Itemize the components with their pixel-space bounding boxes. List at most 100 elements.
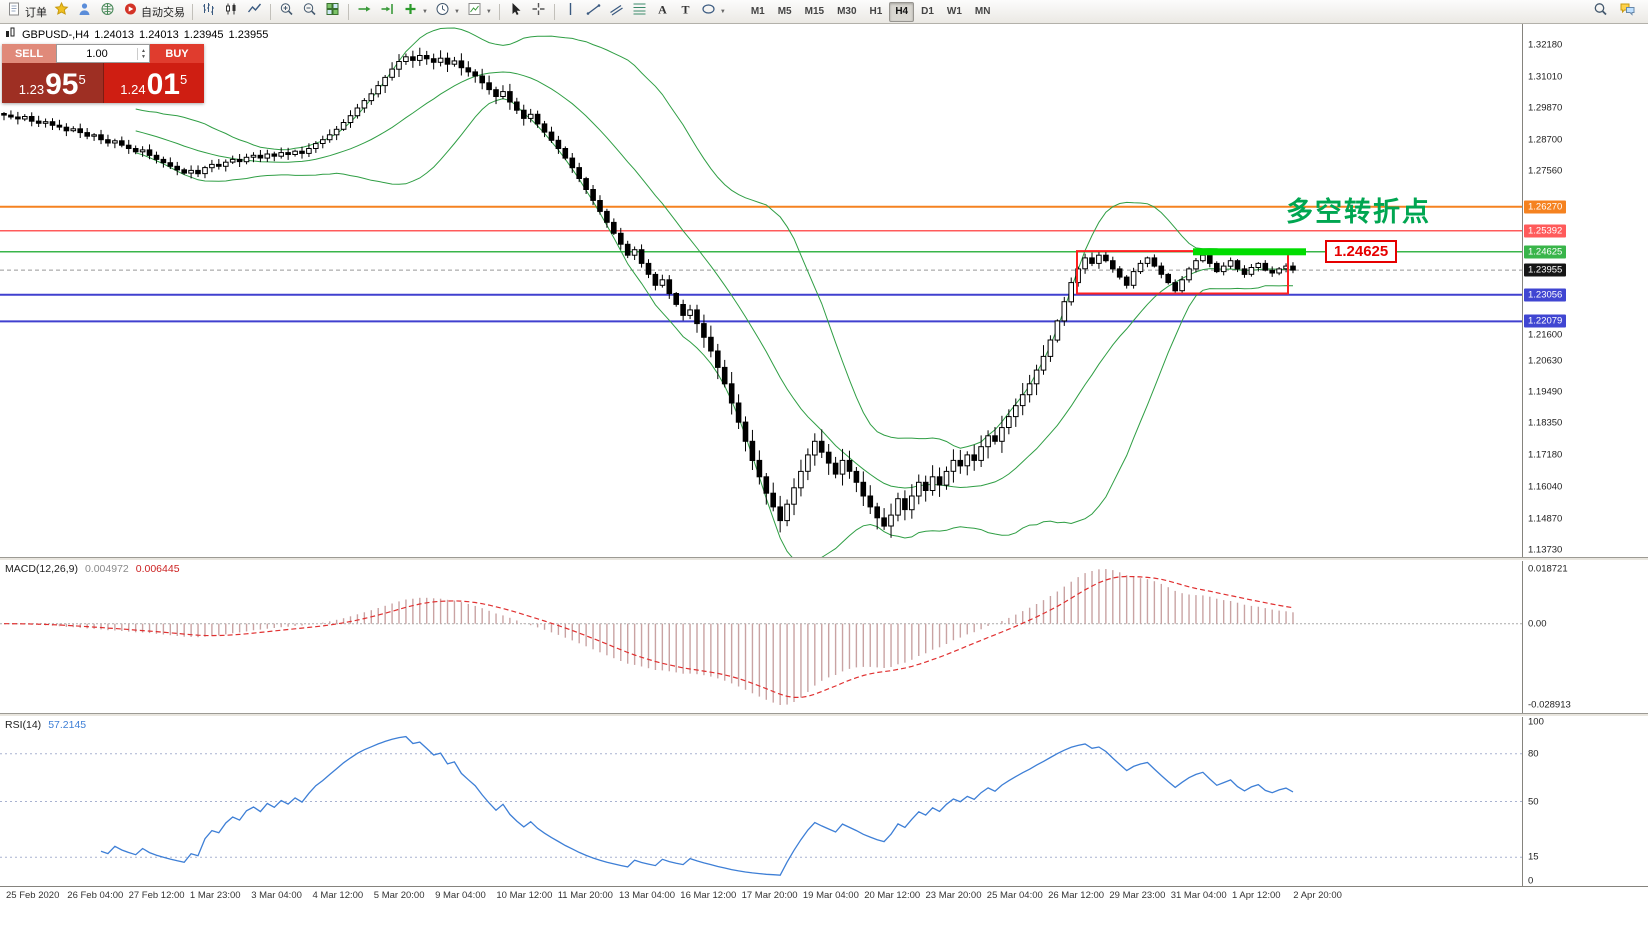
buy-price-sup: 5 xyxy=(179,72,188,87)
quote-low: 1.23945 xyxy=(183,28,224,41)
timeframe-button-m30[interactable]: M30 xyxy=(837,5,857,17)
time-tick: 10 Mar 12:00 xyxy=(496,890,553,901)
auto-scroll-button[interactable] xyxy=(353,2,376,22)
panel-separator[interactable] xyxy=(0,557,1648,561)
new-order-button[interactable]: 订单 xyxy=(3,2,50,22)
buy-button[interactable]: BUY xyxy=(150,44,204,63)
favorites-button[interactable] xyxy=(50,1,73,22)
globe-icon xyxy=(99,1,116,22)
chart-shift-button[interactable] xyxy=(376,2,399,22)
symbol-label: GBPUSD-,H4 xyxy=(22,28,90,41)
symbol-icon xyxy=(5,27,17,42)
sell-button[interactable]: SELL xyxy=(2,44,56,63)
chevron-down-icon: ▼ xyxy=(485,8,492,15)
sell-price[interactable]: 1.23 95 5 xyxy=(2,63,104,103)
channel-button[interactable] xyxy=(605,2,628,22)
volume-input[interactable]: 1.00 xyxy=(86,47,108,60)
autotrade-button[interactable]: 自动交易 xyxy=(119,2,188,22)
price-scale[interactable]: 1.32180 1.31010 1.29870 1.28700 1.27560 1.216… xyxy=(1522,24,1648,887)
vertical-line-button[interactable] xyxy=(559,2,582,22)
toolbar-buttons: 订单 自动交易 ▼ ▼ ▼ A T ▼ xyxy=(3,1,729,22)
macd-name: MACD(12,26,9) xyxy=(5,563,78,575)
profile-button[interactable] xyxy=(73,2,96,22)
volume-up-icon[interactable]: ▲ xyxy=(141,47,146,54)
zoomout-icon xyxy=(301,1,318,22)
price-tag: 1.23056 xyxy=(1524,288,1567,302)
quote-line: GBPUSD-,H4 1.24013 1.24013 1.23945 1.239… xyxy=(5,27,268,42)
bar-chart-mode-button[interactable] xyxy=(197,2,220,22)
time-tick: 25 Feb 2020 xyxy=(6,890,60,901)
trendline-button[interactable] xyxy=(582,2,605,22)
zoom-in-button[interactable] xyxy=(275,2,298,22)
axis-tick: 1.31010 xyxy=(1528,71,1563,83)
buy-price[interactable]: 1.24 01 5 xyxy=(103,63,204,103)
time-tick: 23 Mar 20:00 xyxy=(925,890,982,901)
svg-text:T: T xyxy=(681,3,689,17)
toolbar-right-buttons xyxy=(1589,2,1645,22)
price-tag: 1.22079 xyxy=(1524,314,1567,328)
rsi-panel[interactable]: RSI(14) 57.2145 xyxy=(0,717,1522,886)
shapes-button[interactable]: ▼ xyxy=(697,2,729,22)
time-scale[interactable]: 25 Feb 2020 26 Feb 04:00 27 Feb 12:00 1 Mar… xyxy=(0,886,1648,905)
tile-windows-button[interactable] xyxy=(321,2,344,22)
buy-price-big: 01 xyxy=(146,68,180,101)
line-chart-mode-button[interactable] xyxy=(243,2,266,22)
timeframe-button-h1[interactable]: H1 xyxy=(869,5,883,17)
clock-icon xyxy=(434,1,451,22)
label-button[interactable]: T xyxy=(674,2,697,22)
zoom-out-button[interactable] xyxy=(298,2,321,22)
volume-stepper[interactable]: 1.00 ▲ ▼ xyxy=(56,44,150,63)
time-tick: 2 Apr 20:00 xyxy=(1293,890,1342,901)
star-icon xyxy=(53,1,70,22)
volume-down-icon[interactable]: ▼ xyxy=(141,53,146,60)
timeframe-button-mn[interactable]: MN xyxy=(974,5,991,17)
sell-price-sup: 5 xyxy=(78,72,86,87)
vline-icon xyxy=(562,1,579,22)
cursor-icon xyxy=(507,1,524,22)
sell-price-big: 95 xyxy=(45,68,79,101)
price-tag: 1.24625 xyxy=(1524,245,1567,259)
timeframe-group: M1 M5 M15 M30 H1 H4 D1 W1 MN xyxy=(745,1,997,22)
crosshair-button[interactable] xyxy=(527,2,550,22)
shift-icon xyxy=(379,1,396,22)
turning-point-annotation: 多空转折点 xyxy=(1286,197,1431,227)
cursor-button[interactable] xyxy=(504,2,527,22)
timeframe-button-m1[interactable]: M1 xyxy=(750,5,765,17)
axis-tick: 1.20630 xyxy=(1528,355,1563,367)
timeframe-button-h4[interactable]: H4 xyxy=(889,1,915,22)
fibonacci-button[interactable] xyxy=(628,2,651,22)
time-tick: 29 Mar 23:00 xyxy=(1109,890,1166,901)
price-chart-panel[interactable]: GBPUSD-,H4 1.24013 1.24013 1.23945 1.239… xyxy=(0,24,1522,557)
templates-button[interactable]: ▼ xyxy=(463,2,495,22)
time-tick: 31 Mar 04:00 xyxy=(1170,890,1227,901)
rsi-name: RSI(14) xyxy=(5,719,42,731)
tiles-icon xyxy=(324,1,341,22)
timeframe-button-m5[interactable]: M5 xyxy=(777,5,792,17)
time-tick: 13 Mar 04:00 xyxy=(619,890,675,901)
axis-tick: 15 xyxy=(1528,851,1539,863)
toolbar-separator xyxy=(348,3,349,20)
linec-icon xyxy=(246,1,263,22)
community-button[interactable] xyxy=(96,2,119,22)
volume-spin-buttons[interactable]: ▲ ▼ xyxy=(137,47,149,60)
chat-button[interactable] xyxy=(1616,2,1639,22)
indicators-button[interactable]: ▼ xyxy=(399,2,431,22)
rsi-chart[interactable] xyxy=(0,717,1522,886)
panel-separator[interactable] xyxy=(0,713,1648,717)
timeframe-button-w1[interactable]: W1 xyxy=(946,5,962,17)
chevron-down-icon: ▼ xyxy=(719,8,726,15)
periods-button[interactable]: ▼ xyxy=(431,2,463,22)
time-tick: 19 Mar 04:00 xyxy=(802,890,859,901)
price-tag: 1.25392 xyxy=(1524,224,1567,238)
timeframe-button-d1[interactable]: D1 xyxy=(921,5,934,17)
timeframe-button-m15[interactable]: M15 xyxy=(804,5,825,17)
sell-price-small: 1.23 xyxy=(18,82,45,97)
scroll-icon xyxy=(356,1,373,22)
macd-chart[interactable] xyxy=(0,561,1522,713)
text-button[interactable]: A xyxy=(651,2,674,22)
axis-tick: 1.13730 xyxy=(1528,544,1563,556)
candlestick-chart[interactable] xyxy=(0,24,1522,557)
macd-panel[interactable]: MACD(12,26,9) 0.004972 0.006445 xyxy=(0,561,1522,713)
candle-chart-mode-button[interactable] xyxy=(220,2,243,22)
search-button[interactable] xyxy=(1589,2,1612,22)
